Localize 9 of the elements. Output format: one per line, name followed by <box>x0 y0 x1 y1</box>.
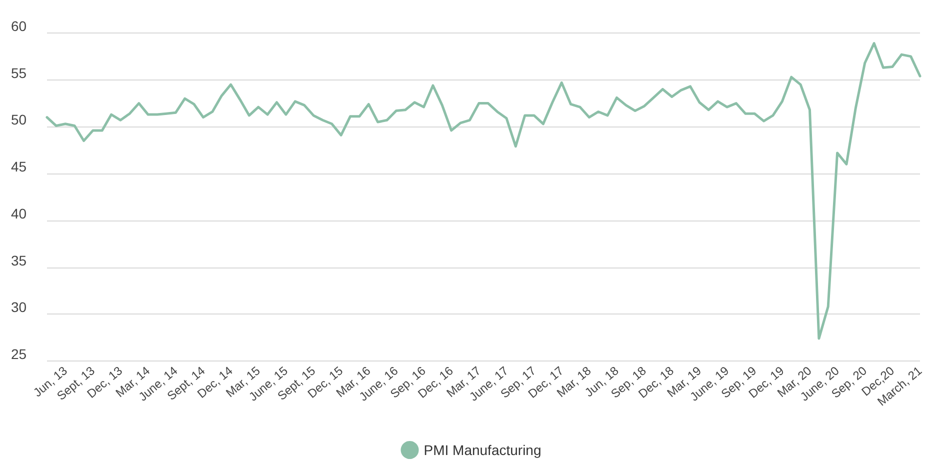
y-tick-label: 30 <box>11 299 27 316</box>
y-tick-label: 55 <box>11 64 27 81</box>
y-tick-label: 50 <box>11 112 27 128</box>
y-tick-label: 40 <box>11 205 27 222</box>
y-tick-label: 60 <box>11 18 27 34</box>
y-tick-label: 45 <box>11 158 27 175</box>
y-tick-label: 25 <box>11 346 27 362</box>
y-tick-label: 35 <box>11 252 27 268</box>
legend-label: PMI Manufacturing <box>424 442 542 458</box>
